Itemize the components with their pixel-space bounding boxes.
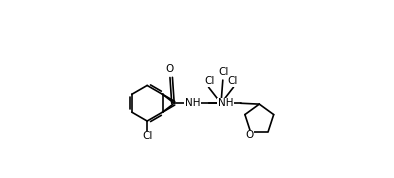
Text: Cl: Cl <box>204 76 214 86</box>
Text: Cl: Cl <box>142 131 152 141</box>
Text: NH: NH <box>185 98 200 108</box>
Text: Cl: Cl <box>219 67 229 77</box>
Text: O: O <box>165 64 173 74</box>
Text: Cl: Cl <box>228 76 238 86</box>
Text: NH: NH <box>218 98 233 108</box>
Text: O: O <box>245 130 254 140</box>
